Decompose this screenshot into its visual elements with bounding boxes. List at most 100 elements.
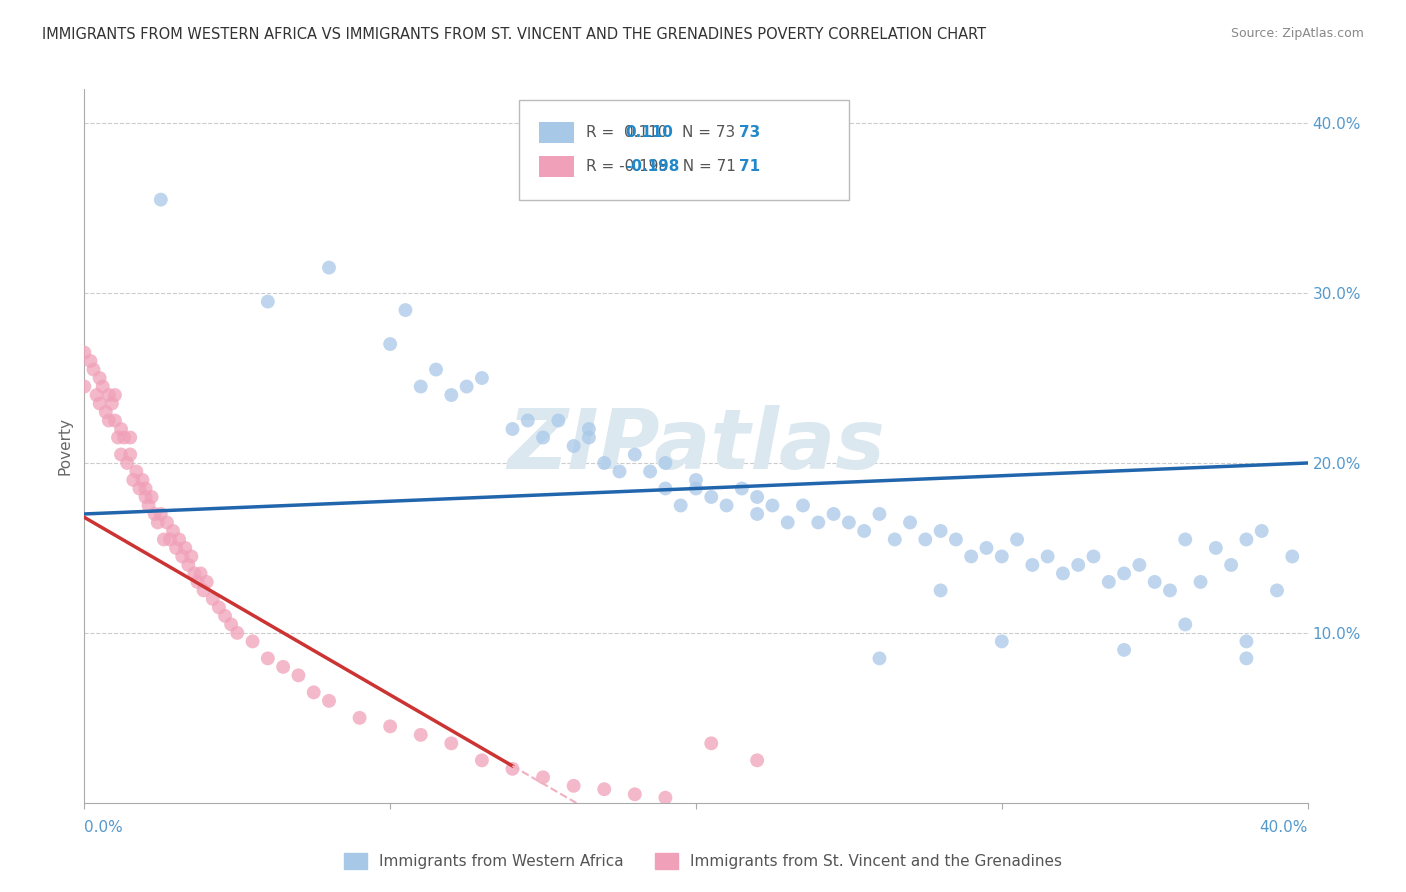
Point — [394, 303, 416, 318]
Point — [593, 456, 616, 470]
Point — [669, 499, 692, 513]
Point — [747, 490, 769, 504]
Point — [1005, 533, 1028, 547]
Point — [654, 790, 676, 805]
Point — [1083, 549, 1105, 564]
Point — [1143, 574, 1166, 589]
Point — [159, 533, 181, 547]
Point — [609, 465, 631, 479]
Point — [208, 600, 231, 615]
Point — [122, 473, 145, 487]
Point — [167, 533, 190, 547]
Point — [104, 413, 127, 427]
Point — [747, 753, 769, 767]
Bar — [540, 122, 574, 144]
Point — [125, 465, 148, 479]
Point — [149, 507, 172, 521]
Point — [1236, 533, 1258, 547]
Point — [838, 516, 860, 530]
Point — [143, 507, 166, 521]
Text: -0.198: -0.198 — [626, 159, 679, 174]
Point — [440, 388, 463, 402]
Point — [425, 362, 447, 376]
Point — [869, 507, 891, 521]
Point — [471, 371, 494, 385]
Point — [271, 660, 294, 674]
Point — [502, 762, 524, 776]
Point — [869, 651, 891, 665]
Point — [1174, 617, 1197, 632]
Point — [257, 294, 280, 309]
Point — [991, 549, 1014, 564]
Point — [700, 490, 723, 504]
Point — [97, 388, 120, 402]
Point — [1021, 558, 1043, 572]
Point — [823, 507, 845, 521]
Point — [807, 516, 830, 530]
Point — [1128, 558, 1150, 572]
Point — [1114, 643, 1136, 657]
Y-axis label: Poverty: Poverty — [58, 417, 73, 475]
Point — [1114, 566, 1136, 581]
Point — [318, 260, 340, 275]
Text: R =  0.110   N = 73: R = 0.110 N = 73 — [586, 125, 735, 140]
Point — [193, 583, 215, 598]
Point — [257, 651, 280, 665]
Point — [112, 430, 135, 444]
Point — [578, 422, 600, 436]
Point — [135, 482, 157, 496]
Point — [135, 490, 157, 504]
Text: 40.0%: 40.0% — [1260, 821, 1308, 835]
Point — [94, 405, 117, 419]
Point — [898, 516, 921, 530]
Point — [104, 388, 127, 402]
Point — [471, 753, 494, 767]
Point — [685, 482, 707, 496]
Point — [107, 430, 129, 444]
Point — [156, 516, 179, 530]
Point — [945, 533, 967, 547]
Point — [960, 549, 983, 564]
FancyBboxPatch shape — [519, 100, 849, 200]
Point — [624, 787, 647, 801]
Text: 73: 73 — [738, 125, 761, 140]
Point — [516, 413, 538, 427]
Point — [776, 516, 799, 530]
Point — [1159, 583, 1181, 598]
Point — [219, 617, 242, 632]
Point — [578, 430, 600, 444]
Point — [562, 779, 585, 793]
Point — [929, 524, 952, 538]
Point — [1265, 583, 1288, 598]
Point — [79, 354, 101, 368]
Point — [700, 736, 723, 750]
Point — [201, 591, 224, 606]
Point — [380, 719, 402, 733]
Point — [1067, 558, 1090, 572]
Point — [593, 782, 616, 797]
Text: R = -0.198   N = 71: R = -0.198 N = 71 — [586, 159, 735, 174]
Point — [120, 430, 142, 444]
Point — [531, 430, 554, 444]
Point — [1236, 634, 1258, 648]
Point — [883, 533, 905, 547]
Point — [101, 396, 124, 410]
Point — [531, 770, 554, 784]
Point — [1220, 558, 1243, 572]
Bar — [540, 155, 574, 177]
Point — [91, 379, 114, 393]
Point — [131, 473, 153, 487]
Point — [110, 422, 132, 436]
Point — [149, 193, 172, 207]
Point — [174, 541, 197, 555]
Point — [190, 566, 212, 581]
Point — [1052, 566, 1074, 581]
Point — [86, 388, 108, 402]
Point — [654, 482, 676, 496]
Point — [1036, 549, 1059, 564]
Point — [83, 362, 105, 376]
Point — [654, 456, 676, 470]
Point — [183, 566, 205, 581]
Point — [502, 422, 524, 436]
Point — [761, 499, 783, 513]
